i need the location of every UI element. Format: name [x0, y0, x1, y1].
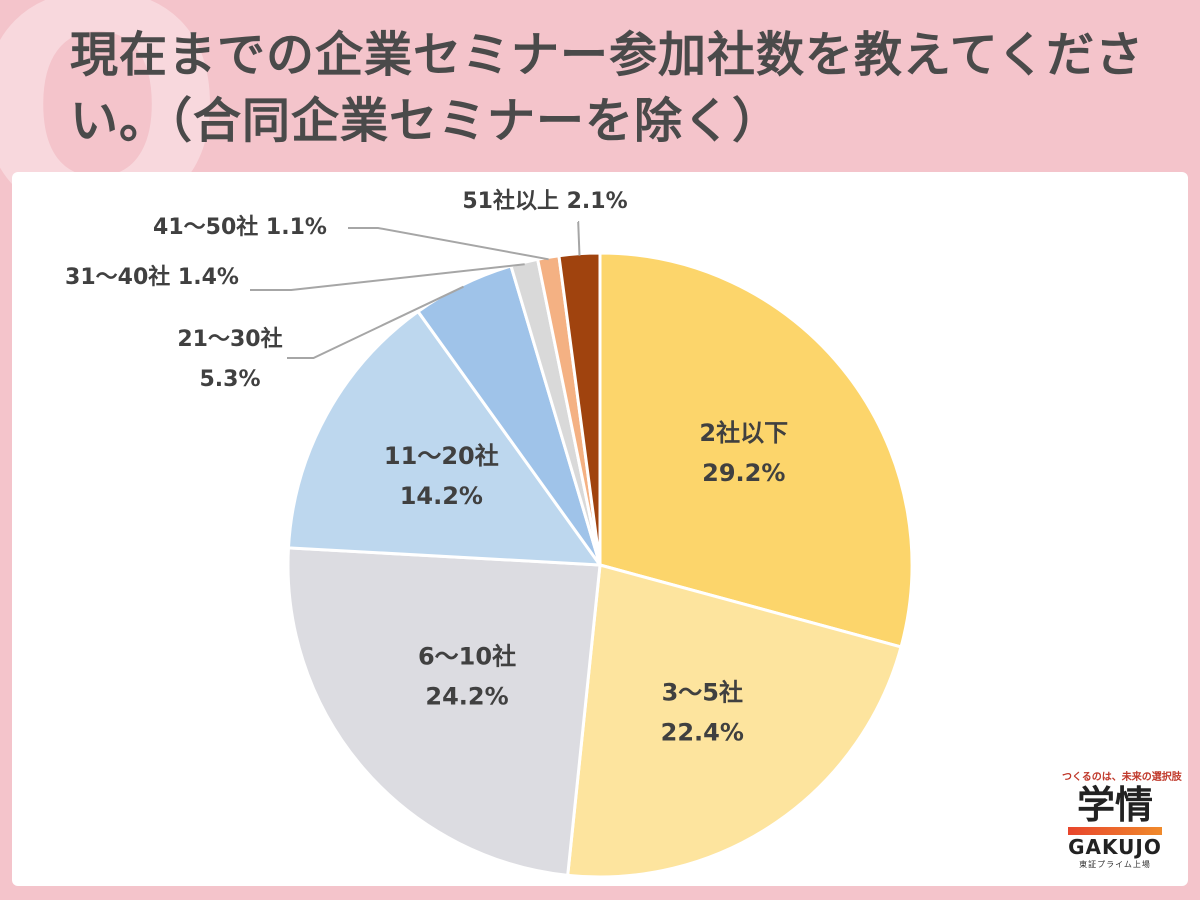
- slice-value-4: 14.2%: [400, 482, 483, 510]
- pie-slice-1: [598, 251, 914, 649]
- pie-slice-2: [566, 563, 903, 879]
- leader-line-8: [577, 221, 581, 256]
- slice-label-7: 41〜50社 1.1%: [153, 214, 327, 240]
- slice-value-1: 29.2%: [702, 459, 785, 487]
- pie-slice-3: [286, 546, 602, 877]
- slice-value-2: 22.4%: [661, 718, 744, 746]
- slice-label-6: 31〜40社 1.4%: [65, 264, 239, 290]
- leader-line-7: [348, 227, 549, 261]
- slice-value-5: 5.3%: [199, 367, 260, 392]
- brand-name: 学情: [1076, 783, 1153, 827]
- slice-label-2: 3〜5社: [662, 678, 743, 706]
- brand-logo: つくるのは、未来の選択肢 学情 GAKUJO 東証プライム上場: [1062, 768, 1182, 876]
- brand-listing: 東証プライム上場: [1079, 860, 1151, 869]
- pie-slice-4: [286, 309, 604, 567]
- chart-panel: 2社以下 29.2% 3〜5社 22.4% 6〜10社 24.2% 11〜20社 14.2% 2…: [12, 172, 1188, 886]
- brand-bar: [1068, 827, 1162, 835]
- slice-label-5: 21〜30社: [177, 326, 282, 352]
- pie-chart: 2社以下 29.2% 3〜5社 22.4% 6〜10社 24.2% 11〜20社 14.2% 2…: [65, 188, 914, 879]
- leader-line-6: [250, 263, 525, 291]
- leader-line-5: [287, 285, 464, 359]
- slice-value-3: 24.2%: [425, 682, 508, 710]
- slice-label-1: 2社以下: [699, 419, 788, 447]
- slice-label-4: 11〜20社: [384, 442, 499, 470]
- brand-latin: GAKUJO: [1068, 835, 1162, 859]
- page-title: 現在までの企業セミナー参加社数を教えてください。（合同企業セミナーを除く）: [70, 27, 1145, 149]
- slice-label-8: 51社以上 2.1%: [462, 188, 627, 214]
- brand-tagline: つくるのは、未来の選択肢: [1062, 772, 1182, 783]
- slice-label-3: 6〜10社: [418, 642, 516, 670]
